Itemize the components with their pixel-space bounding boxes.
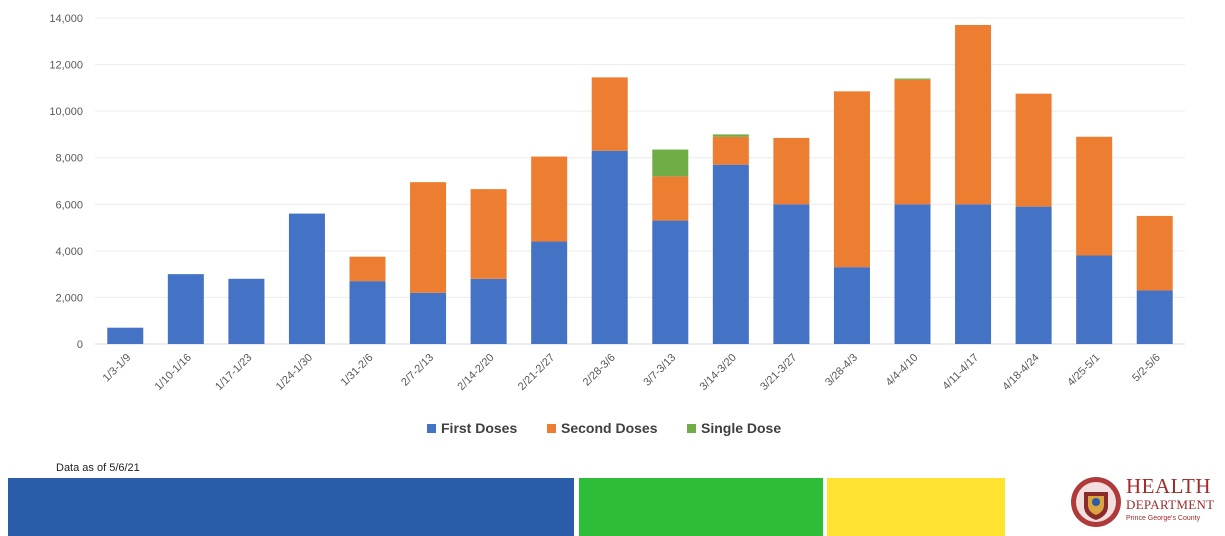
legend-swatch [427, 424, 436, 433]
county-seal-icon [1071, 477, 1121, 527]
logo-subtitle: DEPARTMENT [1126, 497, 1215, 512]
x-tick-label: 1/24-1/30 [274, 352, 315, 393]
legend-swatch [547, 424, 556, 433]
x-tick-label: 1/31-2/6 [339, 352, 376, 389]
x-tick-label: 3/28-4/3 [823, 352, 860, 389]
bar-first-doses [167, 274, 204, 344]
y-tick-label: 14,000 [49, 13, 83, 25]
bar-first-doses [955, 204, 992, 344]
health-department-logo: HEALTH DEPARTMENT Prince George's County [1066, 472, 1225, 532]
bar-second-doses [833, 91, 870, 268]
bar-second-doses [410, 182, 447, 293]
blue-banner-band [8, 478, 574, 536]
bar-first-doses [349, 281, 386, 344]
y-tick-label: 12,000 [49, 60, 83, 72]
legend-label: First Doses [441, 420, 517, 436]
x-tick-label: 2/28-3/6 [581, 352, 618, 389]
logo-county: Prince George's County [1126, 515, 1201, 522]
x-tick-label: 4/11-4/17 [940, 352, 981, 393]
x-tick-label: 2/14-2/20 [455, 352, 496, 393]
bar-first-doses [470, 278, 507, 344]
x-tick-label: 2/21-2/27 [516, 352, 557, 393]
bar-single-dose [652, 149, 689, 177]
bar-first-doses [652, 220, 689, 344]
bar-first-doses [773, 204, 810, 344]
legend-label: Single Dose [701, 420, 781, 436]
logo-title: HEALTH [1126, 474, 1212, 498]
legend-swatch [687, 424, 696, 433]
bar-second-doses [1015, 93, 1052, 207]
bar-first-doses [288, 213, 325, 344]
bar-first-doses [531, 241, 568, 344]
bar-second-doses [712, 136, 749, 165]
x-tick-label: 1/17-1/23 [213, 352, 254, 393]
y-tick-label: 4,000 [55, 246, 83, 258]
bar-first-doses [712, 164, 749, 344]
bar-second-doses [1076, 136, 1113, 256]
bar-single-dose [712, 134, 749, 137]
bar-second-doses [531, 156, 568, 242]
bar-first-doses [1076, 255, 1113, 344]
yellow-banner-band [827, 478, 1005, 536]
bar-single-dose [894, 78, 931, 80]
x-tick-label: 3/7-3/13 [641, 352, 678, 389]
x-tick-label: 4/18-4/24 [1000, 352, 1041, 393]
bar-first-doses [1015, 206, 1052, 344]
y-tick-label: 0 [77, 339, 83, 351]
vaccine-doses-chart: 02,0004,0006,0008,00010,00012,00014,000 … [49, 13, 1185, 436]
x-tick-label: 2/7-2/13 [399, 352, 436, 389]
bar-second-doses [894, 79, 931, 205]
legend: First Doses Second Doses Single Dose [427, 420, 781, 436]
y-tick-label: 6,000 [55, 199, 83, 211]
x-tick-label: 4/4-4/10 [884, 352, 921, 389]
y-tick-label: 2,000 [55, 292, 83, 304]
bar-second-doses [955, 24, 992, 205]
y-axis-ticks: 0 2,000 4,000 6,000 8,000 10,000 12,000 14,000 [49, 13, 83, 351]
bar-first-doses [107, 327, 144, 344]
x-tick-label: 5/2-5/6 [1130, 352, 1163, 385]
bar-second-doses [652, 176, 689, 221]
y-tick-label: 10,000 [49, 106, 83, 118]
gridlines [95, 17, 1185, 345]
x-tick-label: 1/3-1/9 [101, 352, 134, 385]
bar-second-doses [591, 77, 628, 151]
x-tick-label: 1/10-1/16 [153, 352, 194, 393]
green-banner-band [579, 478, 823, 536]
bar-first-doses [591, 150, 628, 344]
legend-label: Second Doses [561, 420, 658, 436]
data-date-note: Data as of 5/6/21 [56, 462, 140, 474]
bar-second-doses [773, 137, 810, 205]
bar-first-doses [894, 204, 931, 344]
bar-second-doses [1136, 215, 1173, 291]
x-axis-ticks: 1/3-1/9 1/10-1/16 1/17-1/23 1/24-1/30 1/31-2… [101, 352, 1163, 393]
bar-first-doses [1136, 290, 1173, 344]
bar-first-doses [410, 292, 447, 344]
x-tick-label: 3/14-3/20 [698, 352, 739, 393]
bars [107, 24, 1173, 344]
x-tick-label: 3/21-3/27 [758, 352, 799, 393]
y-tick-label: 8,000 [55, 153, 83, 165]
bar-second-doses [349, 256, 386, 282]
x-tick-label: 4/25-5/1 [1065, 352, 1102, 389]
bar-first-doses [833, 267, 870, 344]
bar-first-doses [228, 278, 265, 344]
bar-second-doses [470, 189, 507, 279]
